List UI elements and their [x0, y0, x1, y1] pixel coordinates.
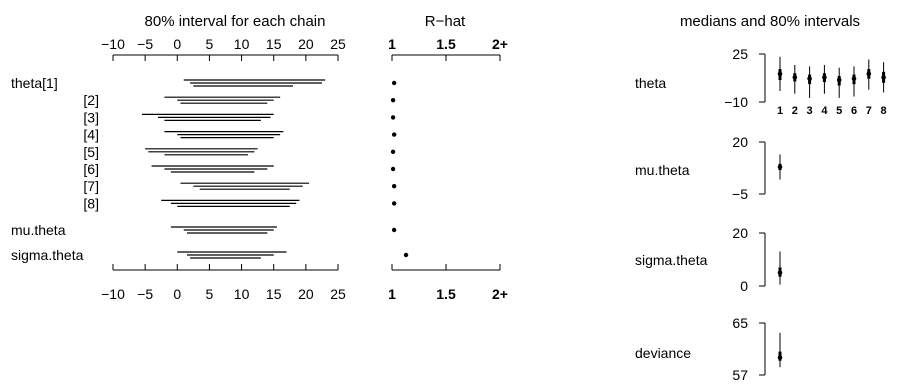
tick-label: 0 [740, 278, 748, 294]
rhat-point [391, 80, 397, 86]
rhat-bottom-axis: 1 1.5 2+ [388, 264, 508, 302]
chain-interval-row-labels: theta[1] [2][3] [4][5][6][7][8] mu.theta sig… [11, 75, 99, 263]
row-label: [5] [83, 144, 99, 160]
rhat-point [403, 252, 409, 258]
median-point [777, 355, 783, 360]
median-point [881, 75, 886, 80]
chain-interval-panel: 80% interval for each chain −10 −5 0 5 10 15 2… [11, 13, 346, 302]
row-label: sigma.theta [11, 247, 84, 263]
tick-label: −5 [137, 286, 153, 302]
row-label: [8] [83, 195, 99, 211]
tick-label: 57 [732, 367, 748, 383]
parameter-label: mu.theta [635, 162, 690, 178]
median-point [836, 77, 842, 83]
tick-label: 20 [732, 134, 748, 150]
row-label: mu.theta [11, 222, 66, 238]
medians-intervals-panel: medians and 80% intervals theta 25 −10 1 2 3 4… [635, 13, 887, 383]
interval-subplot: deviance 65 57 [635, 315, 783, 383]
parameter-label: sigma.theta [635, 252, 708, 268]
median-point [777, 270, 783, 276]
tick-label: 1 [388, 286, 396, 302]
category-label: 3 [807, 105, 813, 117]
category-label: 5 [836, 105, 842, 117]
interval-subplot: theta 25 −10 1 2 3 4 5 6 7 8 [635, 46, 887, 117]
tick-label: −10 [101, 36, 125, 52]
row-label: [2] [83, 92, 99, 108]
rhat-point [391, 227, 397, 233]
tick-label: 25 [732, 46, 748, 62]
rhat-top-axis: 1 1.5 2+ [388, 36, 508, 61]
tick-label: 20 [298, 36, 314, 52]
chain-interval-title: 80% interval for each chain [145, 13, 326, 30]
rhat-point [391, 184, 397, 189]
chain-interval-top-axis: −10 −5 0 5 10 15 20 25 [101, 36, 346, 61]
category-label: 4 [821, 105, 828, 117]
parameter-label: theta [635, 75, 666, 91]
rhat-point [390, 98, 396, 103]
median-point [807, 76, 812, 81]
medians-intervals-title: medians and 80% intervals [680, 13, 860, 30]
category-label: 8 [881, 105, 887, 117]
tick-label: 65 [732, 315, 748, 331]
rhat-point [390, 166, 396, 172]
category-label: 1 [777, 105, 783, 117]
interval-subplot: sigma.theta 20 0 [635, 225, 783, 294]
rhat-point [390, 115, 396, 120]
tick-label: −5 [137, 36, 153, 52]
tick-label: 15 [266, 286, 282, 302]
row-label: [4] [83, 127, 99, 143]
rhat-panel: R−hat 1 1.5 2+ 1 1.5 2+ [388, 13, 508, 302]
tick-label: 20 [298, 286, 314, 302]
tick-label: 25 [330, 36, 346, 52]
tick-label: 1.5 [436, 36, 456, 52]
median-point [777, 71, 783, 77]
tick-label: −5 [732, 186, 748, 202]
row-label: theta[1] [11, 75, 58, 91]
category-label: 6 [851, 105, 857, 117]
tick-label: 10 [234, 286, 250, 302]
tick-label: 1.5 [436, 286, 456, 302]
median-point [866, 71, 872, 77]
rhat-point [390, 149, 396, 154]
tick-label: −10 [101, 286, 125, 302]
row-label: [3] [83, 109, 99, 125]
rhat-title: R−hat [425, 13, 466, 30]
median-point [792, 75, 798, 80]
chain-interval-bottom-axis: −10 −5 0 5 10 15 20 25 [101, 264, 346, 302]
medians-intervals-plots: theta 25 −10 1 2 3 4 5 6 7 8 mu.theta 20 −5 sigma.thet… [635, 46, 887, 383]
rhat-point [391, 132, 397, 137]
tick-label: 15 [266, 36, 282, 52]
tick-label: 5 [206, 286, 214, 302]
tick-label: 25 [330, 286, 346, 302]
tick-label: 2+ [492, 286, 508, 302]
tick-label: −10 [724, 94, 748, 110]
tick-label: 5 [206, 36, 214, 52]
median-point [851, 76, 857, 81]
parameter-label: deviance [635, 345, 691, 361]
chain-interval-bars [141, 79, 326, 259]
tick-label: 2+ [492, 36, 508, 52]
rhat-points [390, 80, 409, 258]
tick-label: 1 [388, 36, 396, 52]
tick-label: 10 [234, 36, 250, 52]
category-label: 7 [866, 105, 872, 117]
median-point [822, 75, 827, 80]
interval-subplot: mu.theta 20 −5 [635, 134, 783, 202]
tick-label: 0 [173, 36, 181, 52]
row-label: [6] [83, 161, 99, 177]
median-point [777, 164, 783, 170]
rhat-point [391, 201, 397, 206]
tick-label: 0 [173, 286, 181, 302]
tick-label: 20 [732, 225, 748, 241]
row-label: [7] [83, 178, 99, 194]
category-label: 2 [792, 105, 798, 117]
